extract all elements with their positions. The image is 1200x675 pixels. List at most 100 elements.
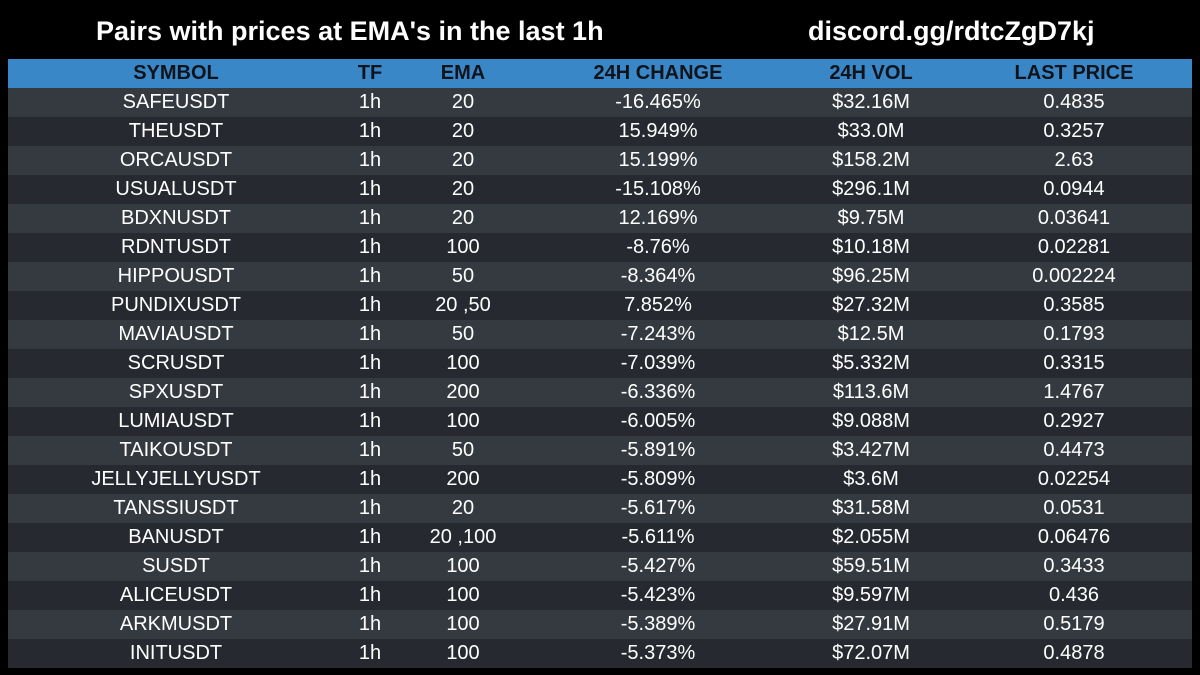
volume-cell: $2.055M [832,526,910,548]
table-row: PUNDIXUSDT 1h 20 ,50 7.852% $27.32M 0.3585 [8,291,1192,320]
volume-cell: $158.2M [832,149,910,171]
tf-cell: 1h [358,526,382,548]
price-cell: 2.63 [1054,149,1094,171]
tf-cell: 1h [358,149,382,171]
tf-cell: 1h [358,497,382,519]
symbol-cell: SCRUSDT [127,352,225,374]
price-cell: 0.4878 [1043,642,1105,664]
price-cell: 0.3315 [1043,352,1105,374]
ema-cell: 50 [451,439,475,461]
ema-cell: 20 [451,91,475,113]
change-cell: 7.852% [624,294,692,316]
ema-cell: 20 [451,120,475,142]
price-cell: 0.02254 [1037,468,1111,490]
column-header-tf: TF [357,62,383,84]
change-cell: -5.617% [620,497,696,519]
ema-cell: 50 [451,323,475,345]
column-header-last-price: LAST PRICE [1014,62,1134,84]
price-cell: 0.02281 [1037,236,1111,258]
table-row: SPXUSDT 1h 200 -6.336% $113.6M 1.4767 [8,378,1192,407]
table-row: ALICEUSDT 1h 100 -5.423% $9.597M 0.436 [8,581,1192,610]
change-cell: -5.809% [620,468,696,490]
change-cell: -16.465% [615,91,701,113]
table-row: HIPPOUSDT 1h 50 -8.364% $96.25M 0.002224 [8,262,1192,291]
symbol-cell: SUSDT [142,555,210,577]
change-cell: 12.169% [618,207,698,229]
table-row: TANSSIUSDT 1h 20 -5.617% $31.58M 0.0531 [8,494,1192,523]
table-row: LUMIAUSDT 1h 100 -6.005% $9.088M 0.2927 [8,407,1192,436]
tf-cell: 1h [358,410,382,432]
symbol-cell: BANUSDT [128,526,224,548]
price-cell: 0.03641 [1037,207,1111,229]
table-row: TAIKOUSDT 1h 50 -5.891% $3.427M 0.4473 [8,436,1192,465]
tf-cell: 1h [358,120,382,142]
table-row: JELLYJELLYUSDT 1h 200 -5.809% $3.6M 0.02254 [8,465,1192,494]
volume-cell: $3.427M [832,439,910,461]
price-cell: 0.0944 [1043,178,1105,200]
symbol-cell: RDNTUSDT [121,236,231,258]
tf-cell: 1h [358,352,382,374]
table-body: SAFEUSDT 1h 20 -16.465% $32.16M 0.4835 THEUSDT… [8,88,1192,668]
ema-cell: 100 [446,584,480,606]
symbol-cell: LUMIAUSDT [118,410,234,432]
ema-cell: 50 [451,265,475,287]
price-cell: 0.2927 [1043,410,1105,432]
table-row: BANUSDT 1h 20 ,100 -5.611% $2.055M 0.06476 [8,523,1192,552]
tf-cell: 1h [358,439,382,461]
symbol-cell: JELLYJELLYUSDT [91,468,261,490]
symbol-cell: ALICEUSDT [119,584,233,606]
symbol-cell: PUNDIXUSDT [110,294,241,316]
symbol-cell: THEUSDT [128,120,224,142]
symbol-cell: ORCAUSDT [119,149,233,171]
tf-cell: 1h [358,178,382,200]
tf-cell: 1h [358,381,382,403]
tf-cell: 1h [358,555,382,577]
symbol-cell: USUALUSDT [115,178,237,200]
price-cell: 1.4767 [1043,381,1105,403]
volume-cell: $59.51M [832,555,910,577]
tf-cell: 1h [358,91,382,113]
symbol-cell: HIPPOUSDT [117,265,235,287]
change-cell: -5.891% [620,439,696,461]
price-cell: 0.0531 [1043,497,1105,519]
tf-cell: 1h [358,323,382,345]
table-row: SCRUSDT 1h 100 -7.039% $5.332M 0.3315 [8,349,1192,378]
volume-cell: $72.07M [832,642,910,664]
ema-cell: 200 [446,468,480,490]
price-cell: 0.4473 [1043,439,1105,461]
tf-cell: 1h [358,294,382,316]
column-header-symbol: SYMBOL [133,62,219,84]
price-cell: 0.3433 [1043,555,1105,577]
page-title: Pairs with prices at EMA's in the last 1… [96,16,604,46]
change-cell: -8.76% [626,236,690,258]
change-cell: -5.423% [620,584,696,606]
table-header-row: SYMBOL TF EMA 24H CHANGE 24H VOL LAST PR… [8,59,1192,88]
tf-cell: 1h [358,613,382,635]
tf-cell: 1h [358,265,382,287]
column-header-ema: EMA [440,62,486,84]
ema-cell: 200 [446,381,480,403]
tf-cell: 1h [358,236,382,258]
ema-cell: 20 [451,207,475,229]
ema-cell: 20 ,100 [429,526,497,548]
price-cell: 0.4835 [1043,91,1105,113]
volume-cell: $32.16M [832,91,910,113]
ema-cell: 100 [446,642,480,664]
ema-cell: 100 [446,410,480,432]
tf-cell: 1h [358,584,382,606]
tf-cell: 1h [358,468,382,490]
symbol-cell: TANSSIUSDT [113,497,239,519]
table-row: SAFEUSDT 1h 20 -16.465% $32.16M 0.4835 [8,88,1192,117]
symbol-cell: BDXNUSDT [120,207,231,229]
volume-cell: $27.32M [832,294,910,316]
table-row: INITUSDT 1h 100 -5.373% $72.07M 0.4878 [8,639,1192,668]
volume-cell: $96.25M [832,265,910,287]
change-cell: -15.108% [615,178,701,200]
volume-cell: $31.58M [832,497,910,519]
change-cell: 15.199% [618,149,698,171]
ema-cell: 100 [446,555,480,577]
symbol-cell: MAVIAUSDT [118,323,234,345]
table-row: MAVIAUSDT 1h 50 -7.243% $12.5M 0.1793 [8,320,1192,349]
ema-cell: 20 [451,497,475,519]
tf-cell: 1h [358,207,382,229]
